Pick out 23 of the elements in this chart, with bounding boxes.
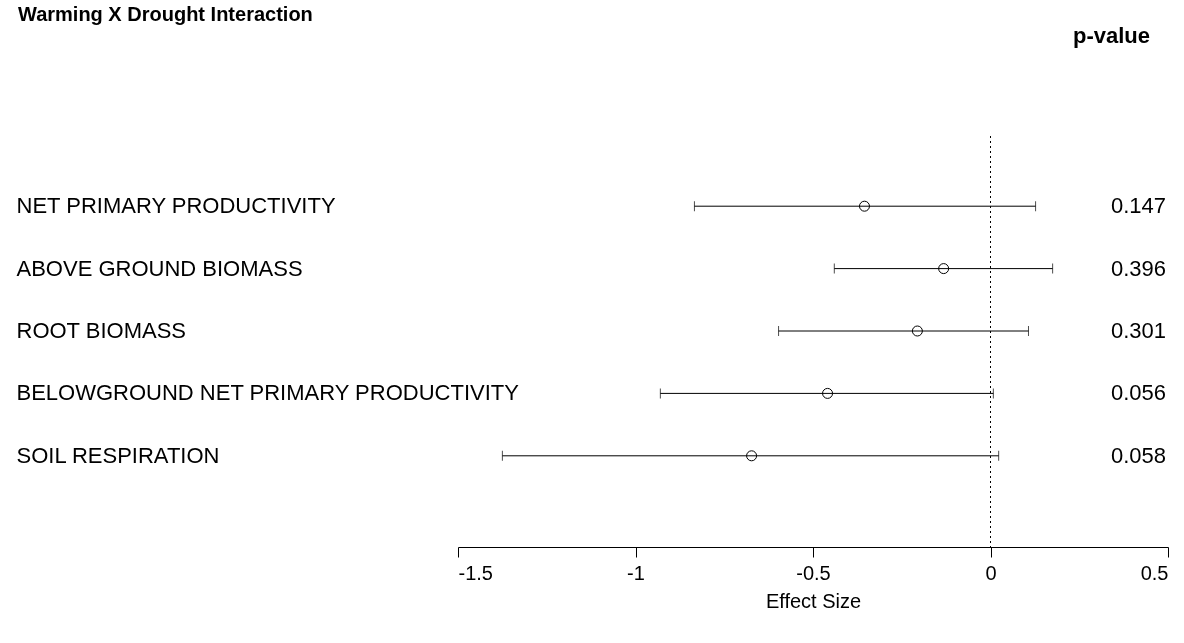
point bbox=[822, 387, 834, 399]
x-tick-label: 0 bbox=[985, 561, 997, 584]
point bbox=[938, 263, 950, 275]
x-axis-title: Effect Size bbox=[765, 589, 862, 612]
text: p-value bbox=[1072, 23, 1150, 48]
annotation: 0.301 bbox=[1110, 318, 1166, 343]
annotation: 0.056 bbox=[1110, 380, 1166, 406]
y-tick-label: ABOVE GROUND BIOMASS bbox=[16, 255, 303, 281]
x-tick-label: -1 bbox=[627, 561, 645, 584]
y-tick-label: BELOWGROUND NET PRIMARY PRODUCTIVITY bbox=[16, 380, 520, 406]
x-tick-label: -1.5 bbox=[458, 561, 493, 584]
annotation: 0.396 bbox=[1110, 255, 1166, 281]
y-tick-label: SOIL RESPIRATION bbox=[16, 442, 220, 468]
annotation: 0.147 bbox=[1110, 193, 1166, 219]
annotation: 0.058 bbox=[1110, 442, 1166, 468]
y-tick-label: ROOT BIOMASS bbox=[16, 318, 187, 343]
point bbox=[746, 450, 758, 462]
x-tick-label: 0.5 bbox=[1140, 561, 1169, 584]
point bbox=[911, 325, 923, 337]
y-tick-label: NET PRIMARY PRODUCTIVITY bbox=[16, 193, 336, 219]
point bbox=[858, 200, 870, 212]
text: Warming X Drought Interaction bbox=[18, 3, 313, 25]
x-tick-label: -0.5 bbox=[796, 561, 831, 584]
